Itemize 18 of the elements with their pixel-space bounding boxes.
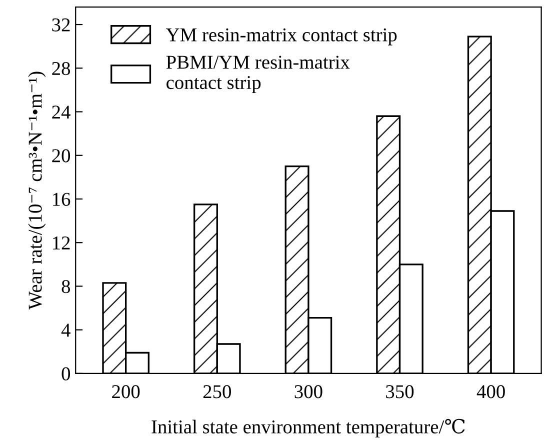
y-tick-label: 12: [53, 236, 70, 250]
y-axis-title: Wear rate/(10⁻⁷ cm³•N⁻¹•m⁻¹): [28, 72, 46, 310]
x-tick-label: 200: [112, 385, 140, 398]
x-tick-label: 250: [203, 385, 231, 398]
legend-label: PBMI/YM resin-matrix contact strip: [166, 56, 350, 94]
y-tick-label: 0: [62, 367, 70, 380]
y-tick-label: 32: [52, 18, 70, 32]
x-axis-title: Initial state environment temperature/℃: [152, 418, 465, 438]
y-tick-label: 24: [52, 106, 70, 119]
y-tick-label: 8: [62, 280, 70, 294]
y-tick-label: 28: [52, 62, 70, 76]
y-tick-label: 4: [61, 324, 70, 337]
y-tick-label: 20: [52, 149, 70, 162]
y-tick-label: 16: [53, 192, 70, 206]
x-tick-label: 350: [386, 385, 414, 398]
legend-label: YM resin-matrix contact strip: [166, 28, 397, 46]
x-tick-label: 300: [294, 385, 322, 398]
x-tick-label: 400: [476, 385, 505, 398]
